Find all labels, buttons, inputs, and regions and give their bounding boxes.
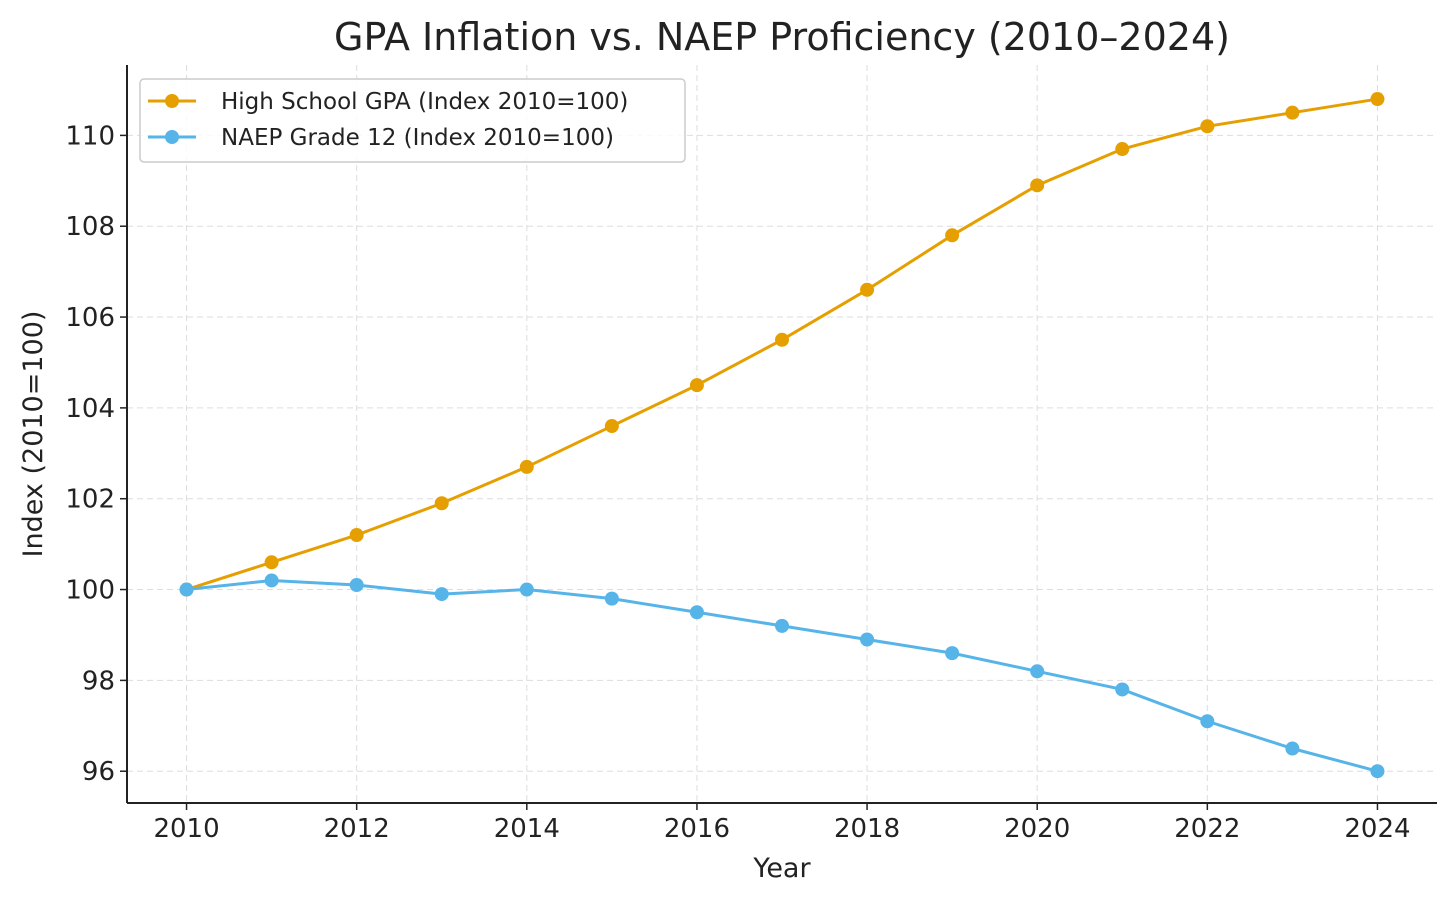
y-tick-label: 104 [65,394,115,424]
data-point [1370,764,1385,779]
data-point [775,332,789,347]
legend-swatch-marker [165,130,179,144]
data-point [1030,664,1045,679]
data-point [689,605,704,620]
data-point [1200,714,1215,729]
data-point [264,555,279,570]
y-tick-label: 98 [82,666,115,696]
axes: 2010 2012 2014 2016 2018 2020 2022 2024 96 98 100 1… [65,65,1437,844]
y-tick-label: 96 [82,757,115,787]
x-tick-label: 2014 [494,814,560,844]
y-axis-label: Index (2010=100) [18,311,49,558]
chart-title: GPA Inflation vs. NAEP Proficiency (2010… [334,15,1230,59]
data-point [434,587,449,602]
legend-label: High School GPA (Index 2010=100) [221,89,628,115]
legend-box [139,78,686,163]
x-tick-label: 2018 [834,814,900,844]
data-point [1285,741,1300,756]
data-point [519,582,534,597]
data-point [1115,682,1130,697]
data-point [179,582,194,597]
y-tick-label: 100 [65,576,115,606]
x-tick-label: 2022 [1174,814,1240,844]
legend-label: NAEP Grade 12 (Index 2010=100) [221,125,614,151]
x-tick-label: 2024 [1344,814,1410,844]
data-point [689,378,704,393]
data-point [945,646,960,661]
series-line-1 [186,578,1378,773]
x-tick-label: 2016 [664,814,730,844]
grid [127,65,1437,803]
series-lines [179,92,1385,779]
x-tick-label: 2010 [153,814,219,844]
data-point [1115,142,1130,157]
data-point [1200,119,1215,134]
data-point [349,528,364,543]
data-point [1285,105,1300,120]
x-tick-label: 2012 [324,814,390,844]
data-point [1030,178,1045,193]
data-point [264,573,279,588]
y-tick-label: 106 [65,303,115,333]
data-point [604,419,619,434]
data-point [349,578,364,593]
x-axis-label: Year [752,853,811,884]
data-point [434,496,449,511]
data-point [860,282,875,297]
data-point [1370,92,1385,107]
data-point [519,459,534,474]
legend-swatch-marker [165,94,179,108]
y-tick-label: 102 [65,485,115,515]
data-point [860,632,875,647]
legend: High School GPA (Index 2010=100) NAEP Gra… [139,78,686,163]
x-tick-label: 2020 [1004,814,1070,844]
y-tick-label: 110 [65,121,115,151]
data-point [775,618,789,633]
y-tick-label: 108 [65,212,115,242]
data-point [945,228,960,243]
data-point [604,591,619,606]
